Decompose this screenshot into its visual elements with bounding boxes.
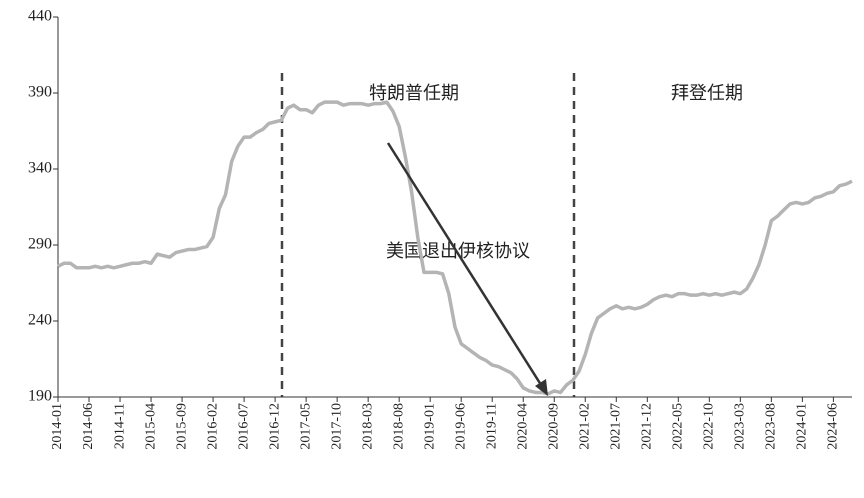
y-tick-label: 440 [28,8,52,25]
x-tick-label: 2022-10 [702,403,717,450]
x-tick-label: 2019-11 [484,403,499,449]
x-tick-label: 2018-03 [360,403,375,450]
x-tick-label: 2023-03 [733,403,748,450]
y-tick-label: 390 [28,84,52,101]
x-tick-label: 2016-07 [236,403,251,450]
x-tick-label: 2018-08 [391,403,406,450]
x-tick-label: 2015-04 [143,403,158,450]
x-tick-label: 2022-05 [671,403,686,450]
x-tick-label: 2021-12 [640,403,655,450]
x-tick-label: 2021-07 [609,403,624,450]
x-tick-label: 2020-04 [515,403,530,450]
y-tick-label: 340 [28,160,52,177]
x-tick-label: 2019-01 [422,403,437,450]
x-tick-label: 2019-06 [453,403,468,450]
x-tick-label: 2024-01 [795,403,810,450]
x-tick-label: 2014-01 [50,403,65,450]
line [57,100,853,396]
x-tick-label: 2016-12 [267,403,282,450]
x-tick-label: 2023-08 [764,403,779,450]
x-tick-label: 2017-05 [298,403,313,450]
arrow-head [535,379,548,396]
x-tick-label: 2021-02 [577,403,592,450]
x-tick-label: 2017-10 [329,403,344,450]
arrow-shaft [386,142,545,389]
x-tick-label: 2024-06 [826,403,841,450]
x-tick-label: 2016-02 [205,403,220,450]
x-tick-label: 2014-11 [112,403,127,449]
y-tick-label: 190 [28,388,52,405]
y-tick-label: 240 [28,312,52,329]
x-tick-label: 2020-09 [546,403,561,450]
x-tick-label: 2015-09 [174,403,189,450]
annotation: 拜登任期 [671,83,743,104]
x-tick-label: 2014-06 [81,403,96,450]
y-tick-label: 290 [28,236,52,253]
annotation: 特朗普任期 [369,83,459,104]
